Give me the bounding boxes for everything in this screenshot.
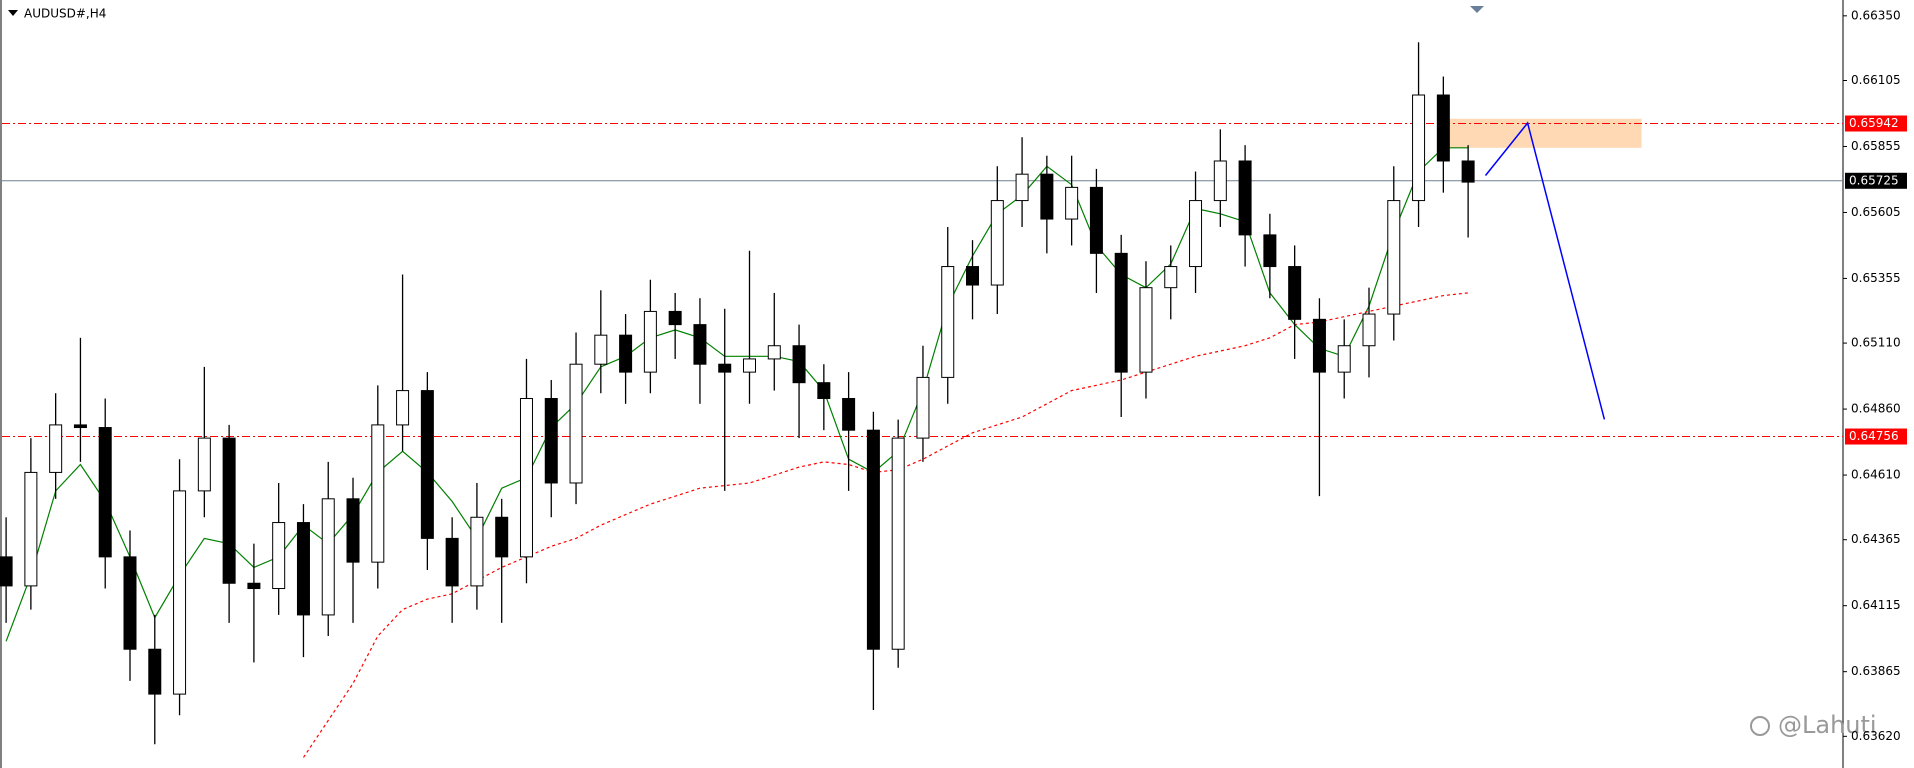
candle-body <box>296 522 310 616</box>
candle-body <box>866 429 880 650</box>
candle-body <box>693 324 707 365</box>
candle-body <box>495 516 509 558</box>
candle-body <box>73 424 87 429</box>
candle-body <box>1387 200 1401 315</box>
y-tick-label: 0.65355 <box>1851 271 1901 285</box>
candle-body <box>966 266 980 286</box>
candle-body <box>321 498 335 616</box>
candle-body <box>1040 173 1054 220</box>
moving-average <box>5 147 1469 642</box>
candle-body <box>173 490 187 695</box>
candle-body <box>718 363 732 373</box>
candle-body <box>619 334 633 373</box>
candle-body <box>1412 94 1426 202</box>
candle-body <box>668 310 682 326</box>
candle-body <box>470 516 484 587</box>
menu-arrow <box>8 10 18 16</box>
y-tick-label: 0.65110 <box>1851 336 1901 350</box>
plot-area <box>0 42 1843 758</box>
candle-body <box>916 376 930 439</box>
candle-body <box>396 390 410 426</box>
candle-body <box>767 345 781 360</box>
candle-body <box>1461 160 1475 183</box>
price-tag <box>1845 428 1907 445</box>
candle-body <box>643 310 657 373</box>
candle-body <box>148 648 162 695</box>
price-tag-label: 0.65942 <box>1849 116 1899 130</box>
candle-body <box>98 427 112 558</box>
candle-body <box>1089 186 1103 254</box>
candle-body <box>544 398 558 484</box>
candle-body <box>1312 318 1326 373</box>
watermark-icon <box>1750 716 1770 736</box>
candle-body <box>24 471 38 587</box>
y-tick-label: 0.64115 <box>1851 598 1901 612</box>
candle-body <box>842 398 856 431</box>
candle-body <box>445 537 459 587</box>
candle-body <box>990 200 1004 286</box>
candle-body <box>1189 200 1203 268</box>
candle-body <box>222 437 236 584</box>
candle-body <box>594 334 608 365</box>
candle-body <box>1139 287 1153 373</box>
candle-body <box>1288 266 1302 320</box>
candle-body <box>743 358 756 373</box>
candle-body <box>792 345 806 384</box>
candle-body <box>1015 173 1029 202</box>
y-tick-label: 0.64860 <box>1851 402 1901 416</box>
chart-title: AUDUSD#,H4 <box>24 7 106 21</box>
price-tag <box>1845 172 1907 189</box>
candle-body <box>272 522 286 590</box>
candle-body <box>1213 160 1227 202</box>
candle-body <box>420 390 434 539</box>
candle-body <box>817 382 831 400</box>
candle-body <box>569 363 583 484</box>
candle-body <box>1362 313 1376 347</box>
moving-average <box>303 292 1469 758</box>
candle-body <box>0 556 13 587</box>
price-tag-label: 0.65725 <box>1849 173 1899 187</box>
y-tick-label: 0.64365 <box>1851 532 1901 546</box>
shift-marker <box>1470 6 1484 13</box>
y-tick-label: 0.65855 <box>1851 139 1901 153</box>
candle-body <box>371 424 385 563</box>
candle-body <box>891 437 905 650</box>
watermark: @Lahuti <box>1778 711 1877 739</box>
trendline <box>1484 121 1606 420</box>
candle-body <box>346 498 360 563</box>
candle-body <box>1238 160 1252 236</box>
candle-body <box>1263 234 1277 268</box>
y-tick-label: 0.66105 <box>1851 73 1901 87</box>
candle-body <box>1114 252 1128 373</box>
candle-body <box>1164 266 1178 289</box>
candle-body <box>1337 345 1351 373</box>
y-tick-label: 0.66350 <box>1851 8 1901 22</box>
y-tick-label: 0.63620 <box>1851 729 1901 743</box>
y-tick-label: 0.63865 <box>1851 664 1901 678</box>
y-tick-label: 0.64610 <box>1851 468 1901 482</box>
candle-body <box>197 437 211 492</box>
candle-body <box>1065 186 1079 220</box>
candle-body <box>1436 94 1450 162</box>
candle-body <box>519 398 533 558</box>
y-tick-label: 0.65605 <box>1851 205 1901 219</box>
candle-body <box>941 266 955 378</box>
price-tag <box>1845 115 1907 132</box>
price-tag-label: 0.64756 <box>1849 429 1899 443</box>
candle-body <box>247 582 261 590</box>
candle-body <box>123 556 137 650</box>
candle-body <box>49 424 63 473</box>
